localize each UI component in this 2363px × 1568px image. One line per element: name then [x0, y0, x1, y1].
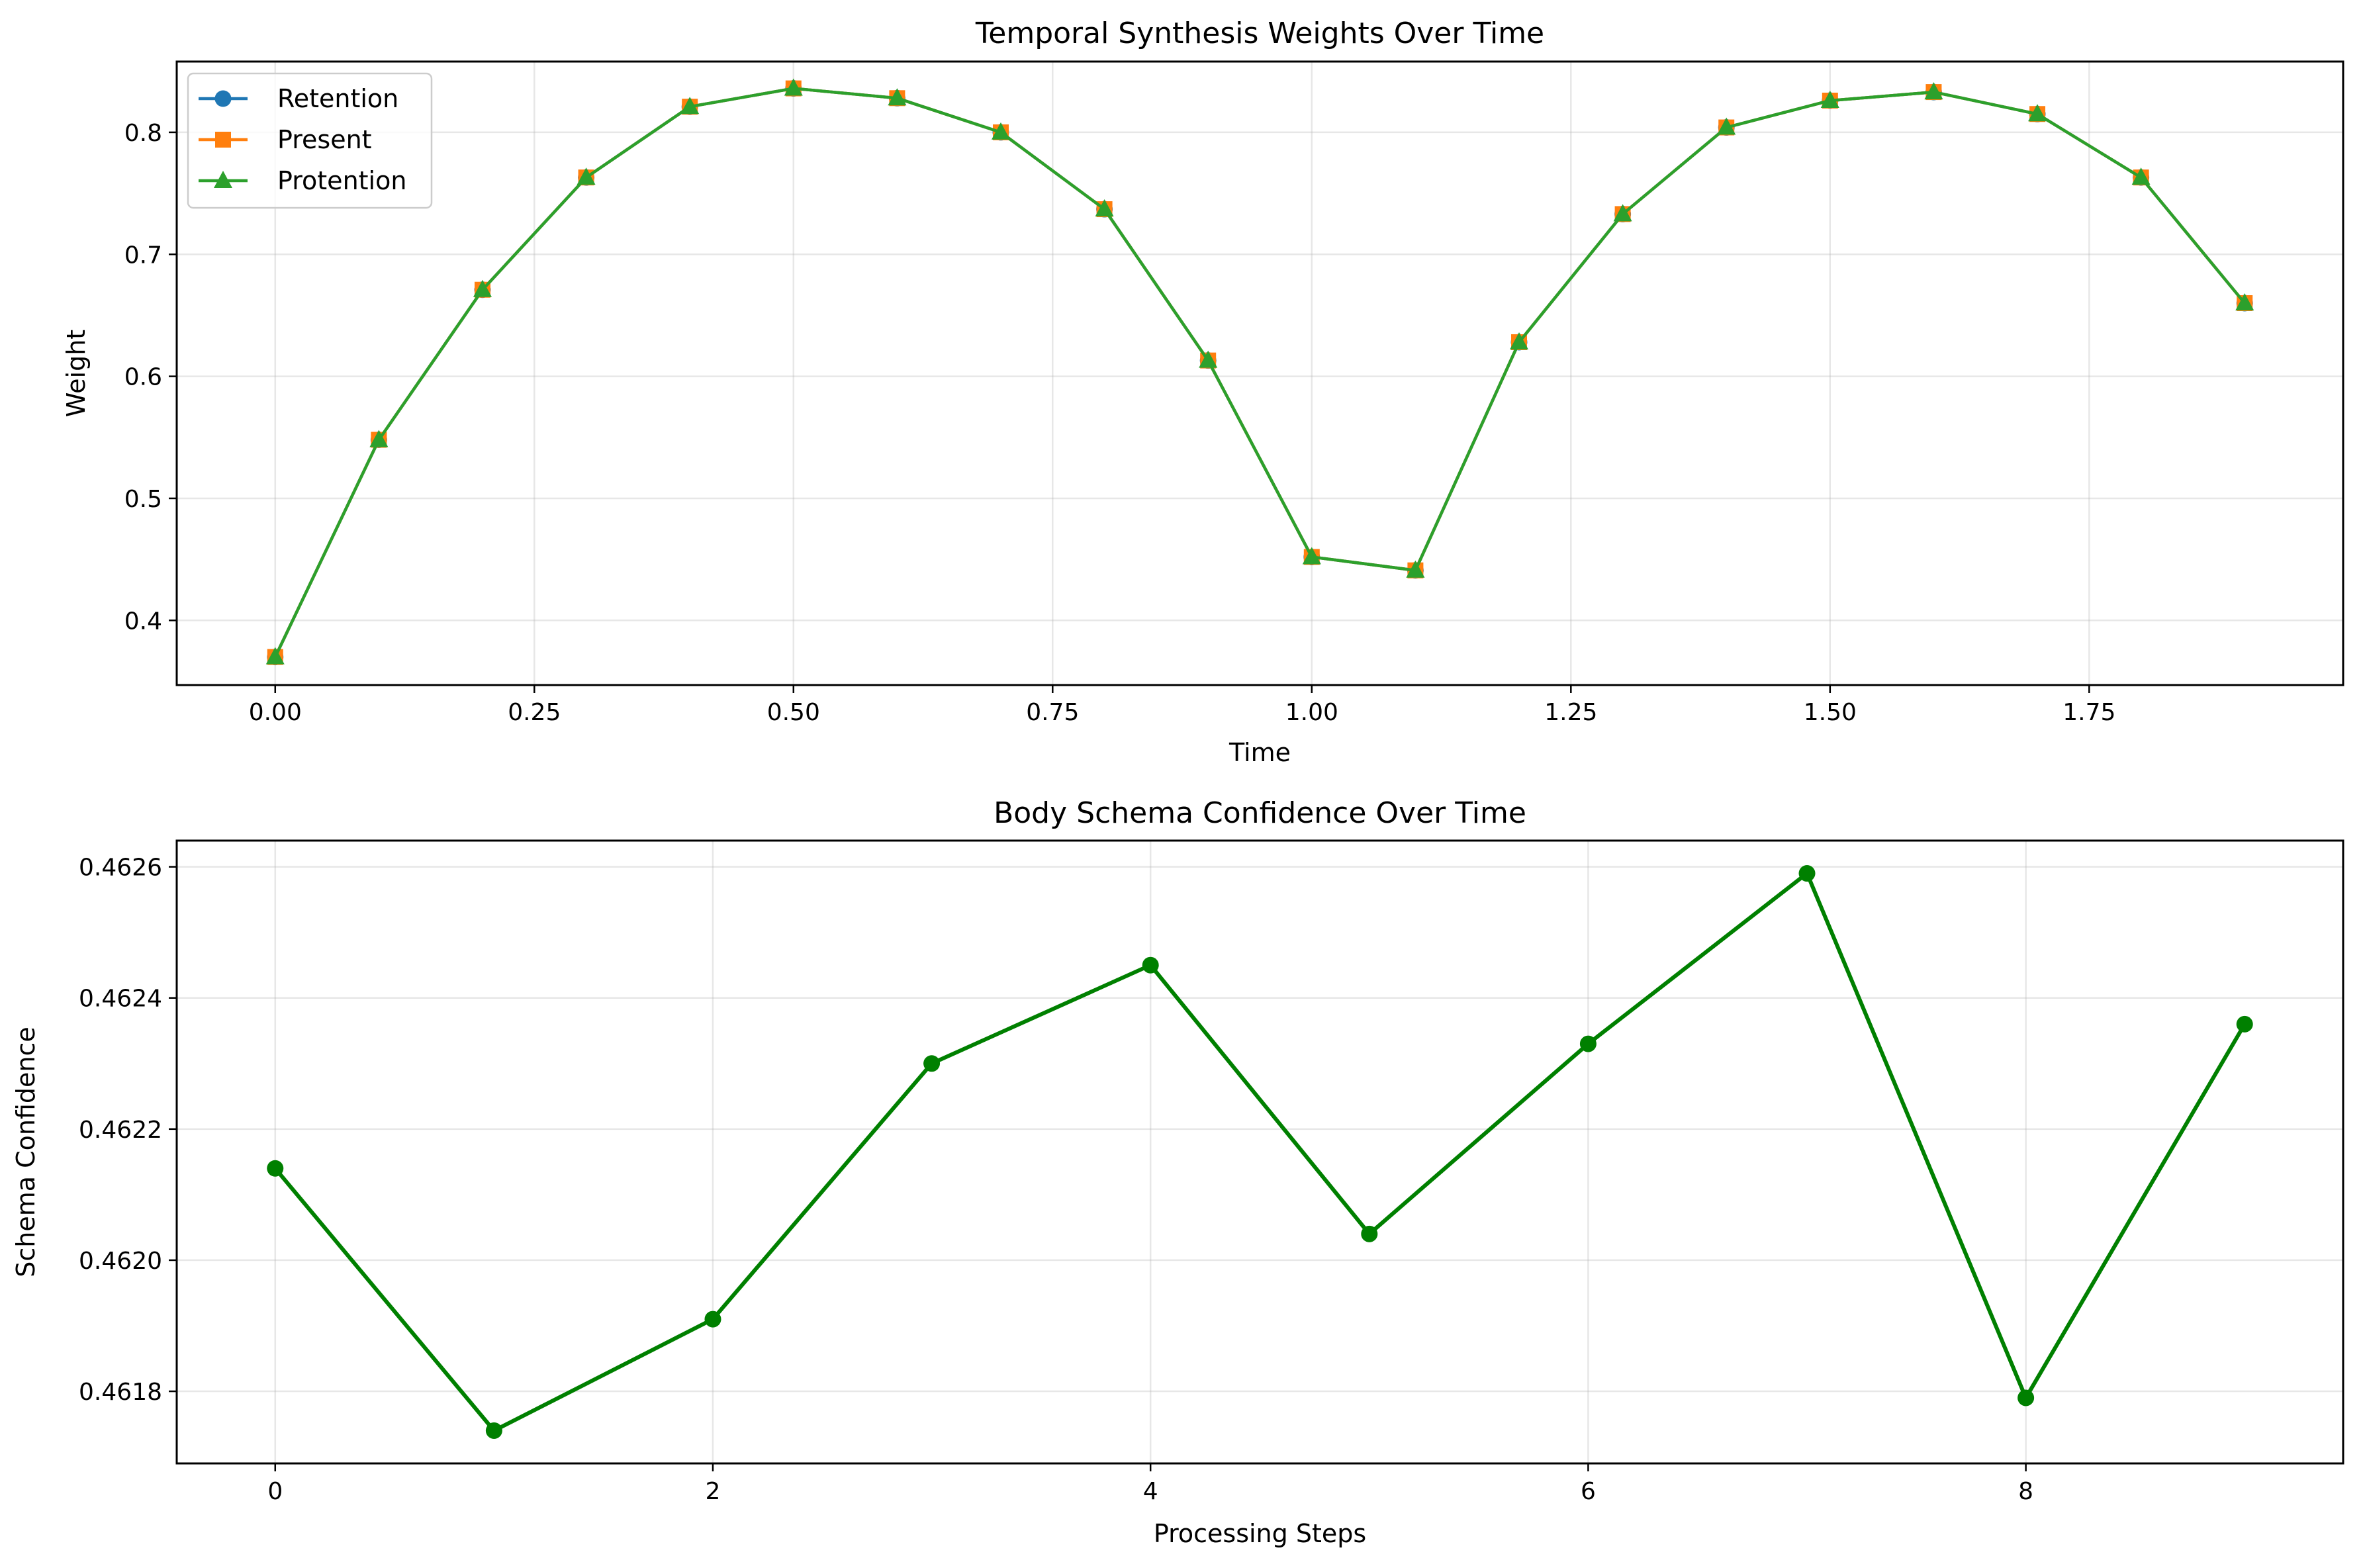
y-tick-label: 0.4626 [79, 854, 162, 882]
y-tick-label: 0.4 [124, 608, 162, 635]
y-tick-label: 0.8 [124, 120, 162, 147]
temporal-synthesis-chart: 0.00 0.25 0.50 0.75 1.00 1.25 1.50 1.75 0.4 0.5 0.… [62, 17, 2344, 767]
x-tick-label: 0.00 [249, 699, 302, 726]
y-tick-label: 0.5 [124, 486, 162, 513]
legend: Retention Present Protention [187, 72, 433, 209]
legend-label-protention: Protention [277, 166, 406, 195]
y-tick-label: 0.4624 [79, 986, 162, 1013]
data-point [704, 1311, 721, 1328]
data-point [2017, 1389, 2035, 1407]
data-point-protention [1406, 560, 1425, 578]
series-line [273, 871, 2247, 1433]
x-tick-label: 1.00 [1285, 699, 1338, 726]
legend-box [187, 72, 433, 209]
data-point [1142, 956, 1159, 974]
data-point-protention [1095, 199, 1114, 217]
data-point-protention [577, 167, 596, 185]
y-tick-label: 0.4620 [79, 1248, 162, 1275]
x-tick-label: 1.50 [1804, 699, 1857, 726]
series-line-protention [273, 87, 2246, 658]
legend-marker-present [215, 132, 231, 148]
data-point-protention [1613, 204, 1632, 222]
x-axis-label: Processing Steps [1154, 1519, 1366, 1548]
legend-label-retention: Retention [277, 84, 398, 113]
plot-frame [175, 839, 2344, 1465]
chart-title: Body Schema Confidence Over Time [994, 796, 1526, 830]
x-tick-label: 0.25 [508, 699, 561, 726]
y-tick-label: 0.4618 [79, 1379, 162, 1406]
data-point-protention [784, 78, 803, 96]
x-tick-label: 1.75 [2062, 699, 2115, 726]
data-point [267, 1160, 284, 1177]
data-point [485, 1422, 502, 1439]
x-axis-label: Time [1228, 738, 1291, 767]
data-point-protention [1199, 350, 1218, 368]
body-schema-chart: 0 2 4 6 8 0.4618 0.4620 0.4622 0.4624 0.4626 Body … [11, 796, 2344, 1548]
data-point-protention [888, 88, 907, 106]
x-tick-label: 0.75 [1026, 699, 1079, 726]
data-point [1361, 1225, 1378, 1242]
data-point [1798, 865, 1816, 882]
data-point-protention [2028, 104, 2047, 122]
chart-title: Temporal Synthesis Weights Over Time [975, 17, 1544, 50]
y-tick-label: 0.7 [124, 242, 162, 269]
data-point-protention [369, 430, 389, 447]
y-tick-label: 0.4622 [79, 1117, 162, 1144]
x-tick-label: 0 [267, 1478, 283, 1505]
y-axis-label: Weight [62, 330, 91, 417]
plot-frame [175, 60, 2344, 686]
data-point [2236, 1015, 2253, 1033]
data-point-protention [1924, 82, 1943, 100]
x-tick-label: 1.25 [1544, 699, 1597, 726]
x-tick-label: 4 [1143, 1478, 1158, 1505]
legend-marker-retention [214, 90, 232, 107]
legend-label-present: Present [277, 125, 372, 154]
data-point-protention [991, 122, 1010, 140]
x-tick-label: 2 [706, 1478, 721, 1505]
data-point-protention [1820, 90, 1839, 108]
data-point-protention [265, 647, 285, 665]
data-point [923, 1055, 941, 1072]
x-tick-label: 6 [1581, 1478, 1596, 1505]
data-point-protention [680, 97, 700, 115]
data-point-protention [1717, 117, 1736, 135]
data-point-protention [2131, 167, 2151, 185]
y-tick-label: 0.6 [124, 364, 162, 391]
data-point [1579, 1035, 1597, 1052]
data-point-protention [1510, 332, 1529, 349]
legend-marker-protention [214, 171, 232, 188]
x-tick-label: 8 [2018, 1478, 2033, 1505]
data-point-protention [2235, 293, 2254, 311]
data-point-protention [1302, 547, 1321, 565]
y-axis-label: Schema Confidence [11, 1027, 40, 1277]
data-point-protention [473, 279, 492, 297]
x-tick-label: 0.50 [767, 699, 820, 726]
